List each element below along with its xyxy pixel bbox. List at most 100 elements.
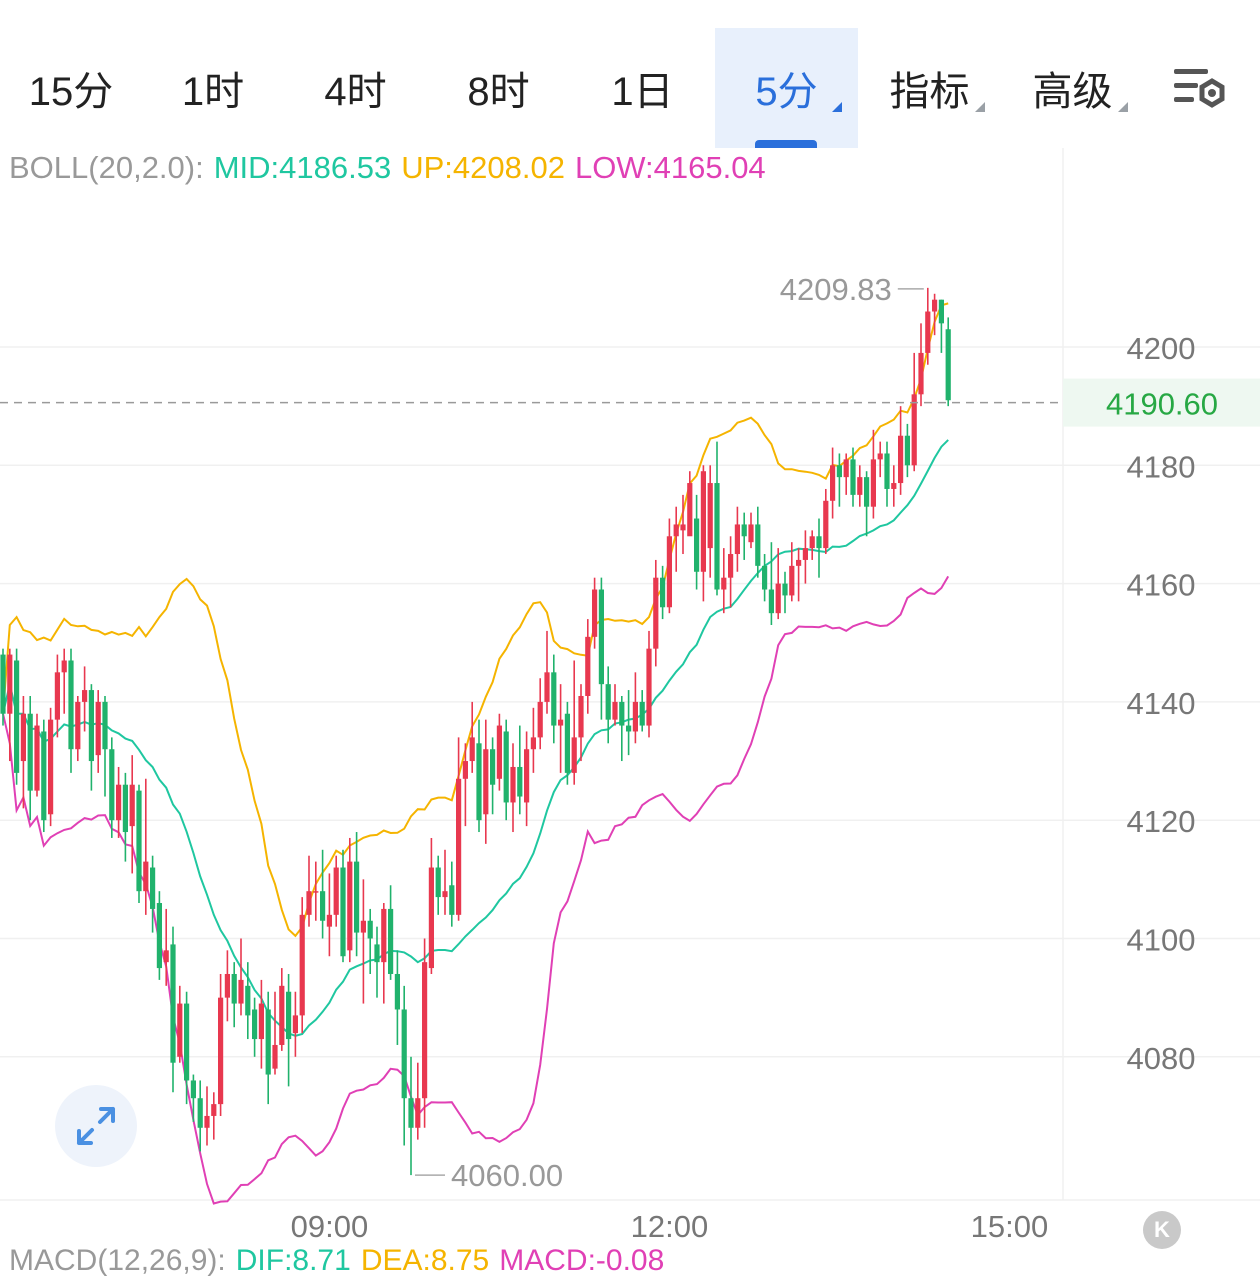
candle-body (762, 565, 768, 590)
candle (88, 684, 94, 791)
candle (585, 619, 591, 714)
candle-body (592, 589, 598, 637)
candle (517, 725, 523, 815)
candle (864, 471, 870, 537)
boll-up: UP:4208.02 (401, 150, 565, 185)
boll-low: LOW:4165.04 (574, 150, 766, 185)
candle-body (435, 867, 441, 898)
candle-body (660, 577, 666, 608)
candle-body (197, 1098, 203, 1128)
expand-button[interactable] (55, 1085, 137, 1167)
tab-2[interactable]: 4时 (284, 28, 427, 148)
candle (177, 985, 183, 1063)
candle-body (116, 784, 122, 821)
candle-body (415, 1098, 421, 1128)
candle (150, 855, 156, 933)
candle-body (462, 761, 468, 779)
candle (904, 423, 910, 478)
candle (116, 766, 122, 838)
candle (700, 465, 706, 602)
tab-3[interactable]: 8时 (427, 28, 570, 148)
candle-body (326, 914, 332, 927)
candle-body (870, 459, 876, 507)
candle-body (626, 725, 632, 732)
expand-icon (77, 1107, 115, 1145)
candle-body (530, 737, 536, 750)
candle-body (224, 973, 230, 998)
candle-body (177, 1003, 183, 1057)
candle-body (510, 766, 516, 803)
candle-body (265, 1009, 271, 1075)
candle-body (836, 465, 842, 478)
candle (578, 684, 584, 762)
candle (768, 542, 774, 626)
candle-body (605, 684, 611, 720)
candle-body (598, 589, 604, 685)
candle (252, 997, 258, 1057)
candle (707, 465, 713, 578)
candle-body (782, 583, 788, 596)
candle-body (306, 891, 312, 915)
candle-body (734, 524, 740, 555)
candle-body (401, 1009, 407, 1099)
candle (231, 962, 237, 1028)
candle (728, 536, 734, 608)
candle-body (707, 483, 713, 549)
candle (456, 737, 462, 921)
candle-body (204, 1115, 210, 1128)
k-button[interactable]: K (1143, 1211, 1181, 1249)
tab-0[interactable]: 15分 (0, 28, 142, 148)
candle-body (456, 778, 462, 915)
candle-body (136, 790, 142, 892)
tab-5[interactable]: 5分 (715, 28, 858, 148)
candle-body (272, 1044, 278, 1069)
candle (129, 755, 135, 874)
candle (530, 707, 536, 773)
candle-body (503, 731, 509, 803)
candle (490, 737, 496, 815)
candle-body (673, 524, 679, 537)
candle-body (918, 352, 924, 395)
candle-body (54, 672, 60, 720)
candle-body (490, 749, 496, 785)
candle (95, 690, 101, 773)
tab-7[interactable]: 高级 (1001, 28, 1144, 148)
chart-settings-button[interactable] (1160, 28, 1240, 148)
tab-label: 1日 (611, 70, 674, 114)
candle (20, 695, 26, 809)
tab-1[interactable]: 1时 (142, 28, 284, 148)
candle-body (524, 749, 530, 803)
candle-body (891, 483, 897, 489)
candle (816, 518, 822, 578)
candle (823, 488, 829, 555)
tab-6[interactable]: 指标 (858, 28, 1001, 148)
candle (653, 559, 659, 667)
candle (190, 1074, 196, 1122)
candle (721, 548, 727, 614)
candle-body (184, 1003, 190, 1081)
tab-4[interactable]: 1日 (570, 28, 715, 148)
candle-body (292, 1015, 298, 1034)
candle-body (585, 636, 591, 696)
tab-label: 5分 (755, 70, 818, 114)
candle (61, 648, 67, 714)
candle-body (27, 713, 33, 791)
candle (306, 855, 312, 927)
candle (898, 406, 904, 495)
tab-label: 高级 (1032, 70, 1113, 114)
candle (197, 1080, 203, 1152)
candle-body (768, 589, 774, 614)
candle-body (150, 867, 156, 909)
candle (7, 648, 13, 762)
macd-legend: MACD(12,26,9): DIF:8.71 DEA:8.75 MACD:-0.08 (9, 1244, 674, 1278)
candle (422, 938, 428, 1128)
candle-body (911, 394, 917, 466)
tab-label: 8时 (467, 70, 530, 114)
candle-body (163, 950, 169, 963)
candle-body (245, 985, 251, 1016)
candle-body (218, 997, 224, 1105)
candle-body (48, 719, 54, 815)
candle (279, 968, 285, 1051)
candle-body (279, 985, 285, 1045)
